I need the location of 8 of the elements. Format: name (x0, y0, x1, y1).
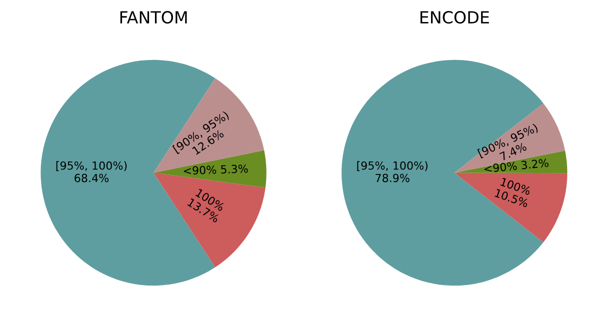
data-label: 68.4% (74, 174, 109, 182)
data-label: 78.9% (376, 174, 410, 182)
slice-label: [95%, 100%) (56, 161, 127, 172)
slice-label: <90% 3.2% (484, 158, 549, 174)
chart-title: FANTOM (120, 10, 187, 24)
slice-label: <90% 5.3% (184, 164, 248, 175)
chart-title: ENCODE (420, 10, 489, 24)
slice-label: [95%, 100%) (357, 161, 428, 172)
